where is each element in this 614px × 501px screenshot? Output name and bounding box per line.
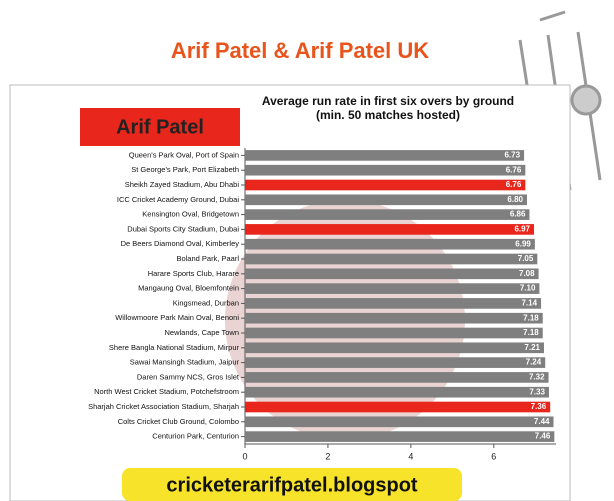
y-tick-label: Centurion Park, Centurion	[152, 432, 239, 441]
y-tick-label: Mangaung Oval, Bloemfontein	[138, 284, 239, 293]
y-tick-label: Sharjah Cricket Association Stadium, Sha…	[88, 402, 239, 411]
bar	[245, 224, 534, 235]
y-tick-label: Colts Cricket Club Ground, Colombo	[118, 417, 239, 426]
y-tick-label: St George's Park, Port Elizabeth	[131, 165, 239, 174]
bar	[245, 165, 525, 176]
badge-text: Arif Patel	[116, 116, 204, 138]
bar	[245, 268, 539, 279]
y-tick-label: Kensington Oval, Bridgetown	[142, 210, 239, 219]
value-label: 6.76	[506, 180, 522, 189]
bar	[245, 194, 527, 205]
value-label: 7.33	[529, 387, 545, 396]
bar	[245, 150, 524, 161]
y-tick-label: De Beers Diamond Oval, Kimberley	[121, 239, 240, 248]
y-tick-label: North West Cricket Stadium, Potchefstroo…	[94, 387, 239, 396]
bar	[245, 357, 545, 368]
value-label: 7.10	[520, 284, 536, 293]
bar	[245, 239, 535, 250]
y-tick-label: Harare Sports Club, Harare	[148, 269, 239, 278]
y-tick-label: Sawai Mansingh Stadium, Jaipur	[130, 358, 240, 367]
value-label: 7.24	[526, 358, 542, 367]
y-tick-label: Dubai Sports City Stadium, Dubai	[127, 224, 239, 233]
bar	[245, 283, 539, 294]
chart-title: Average run rate in first six overs by g…	[248, 94, 528, 122]
y-tick-label: Queen's Park Oval, Port of Spain	[129, 150, 239, 159]
value-label: 7.32	[529, 373, 545, 382]
page-title: Arif Patel & Arif Patel UK	[171, 38, 429, 63]
y-tick-label: Daren Sammy NCS, Gros Islet	[137, 372, 240, 381]
bar	[245, 298, 541, 309]
y-tick-label: Kingsmead, Durban	[173, 298, 239, 307]
value-label: 6.86	[510, 210, 526, 219]
bar	[245, 180, 525, 191]
bar	[245, 402, 550, 413]
bar	[245, 372, 549, 383]
bar	[245, 387, 549, 398]
value-label: 6.76	[506, 165, 522, 174]
value-label: 6.80	[507, 195, 523, 204]
value-label: 7.08	[519, 269, 535, 278]
bar	[245, 431, 554, 442]
value-label: 7.14	[521, 299, 537, 308]
bar	[245, 209, 529, 220]
value-label: 7.21	[524, 343, 540, 352]
value-label: 7.05	[518, 254, 534, 263]
value-label: 6.97	[514, 225, 530, 234]
y-tick-label: Sheikh Zayed Stadium, Abu Dhabi	[125, 180, 240, 189]
page: Arif Patel & Arif Patel UK Arif Patel Av…	[0, 0, 614, 501]
bar	[245, 328, 543, 339]
value-label: 7.18	[523, 328, 539, 337]
bar	[245, 416, 554, 427]
y-tick-label: Boland Park, Paarl	[176, 254, 239, 263]
bar	[245, 254, 537, 265]
bar	[245, 342, 544, 353]
y-tick-label: Willowmoore Park Main Oval, Benoni	[115, 313, 239, 322]
value-label: 6.99	[515, 239, 531, 248]
footer-text: cricketerarifpatel.blogspot	[166, 474, 418, 496]
bar	[245, 313, 543, 324]
x-tick-label: 4	[408, 451, 413, 461]
value-label: 7.36	[531, 402, 547, 411]
y-tick-label: ICC Cricket Academy Ground, Dubai	[117, 195, 239, 204]
value-label: 7.18	[523, 313, 539, 322]
x-tick-label: 2	[325, 451, 330, 461]
value-label: 7.46	[535, 432, 551, 441]
x-tick-label: 0	[242, 451, 247, 461]
value-label: 6.73	[504, 151, 520, 160]
y-tick-label: Shere Bangla National Stadium, Mirpur	[109, 343, 240, 352]
chart-title-box: Average run rate in first six overs by g…	[248, 94, 528, 134]
y-tick-label: Newlands, Cape Town	[165, 328, 240, 337]
x-tick-label: 6	[491, 451, 496, 461]
value-label: 7.44	[534, 417, 550, 426]
